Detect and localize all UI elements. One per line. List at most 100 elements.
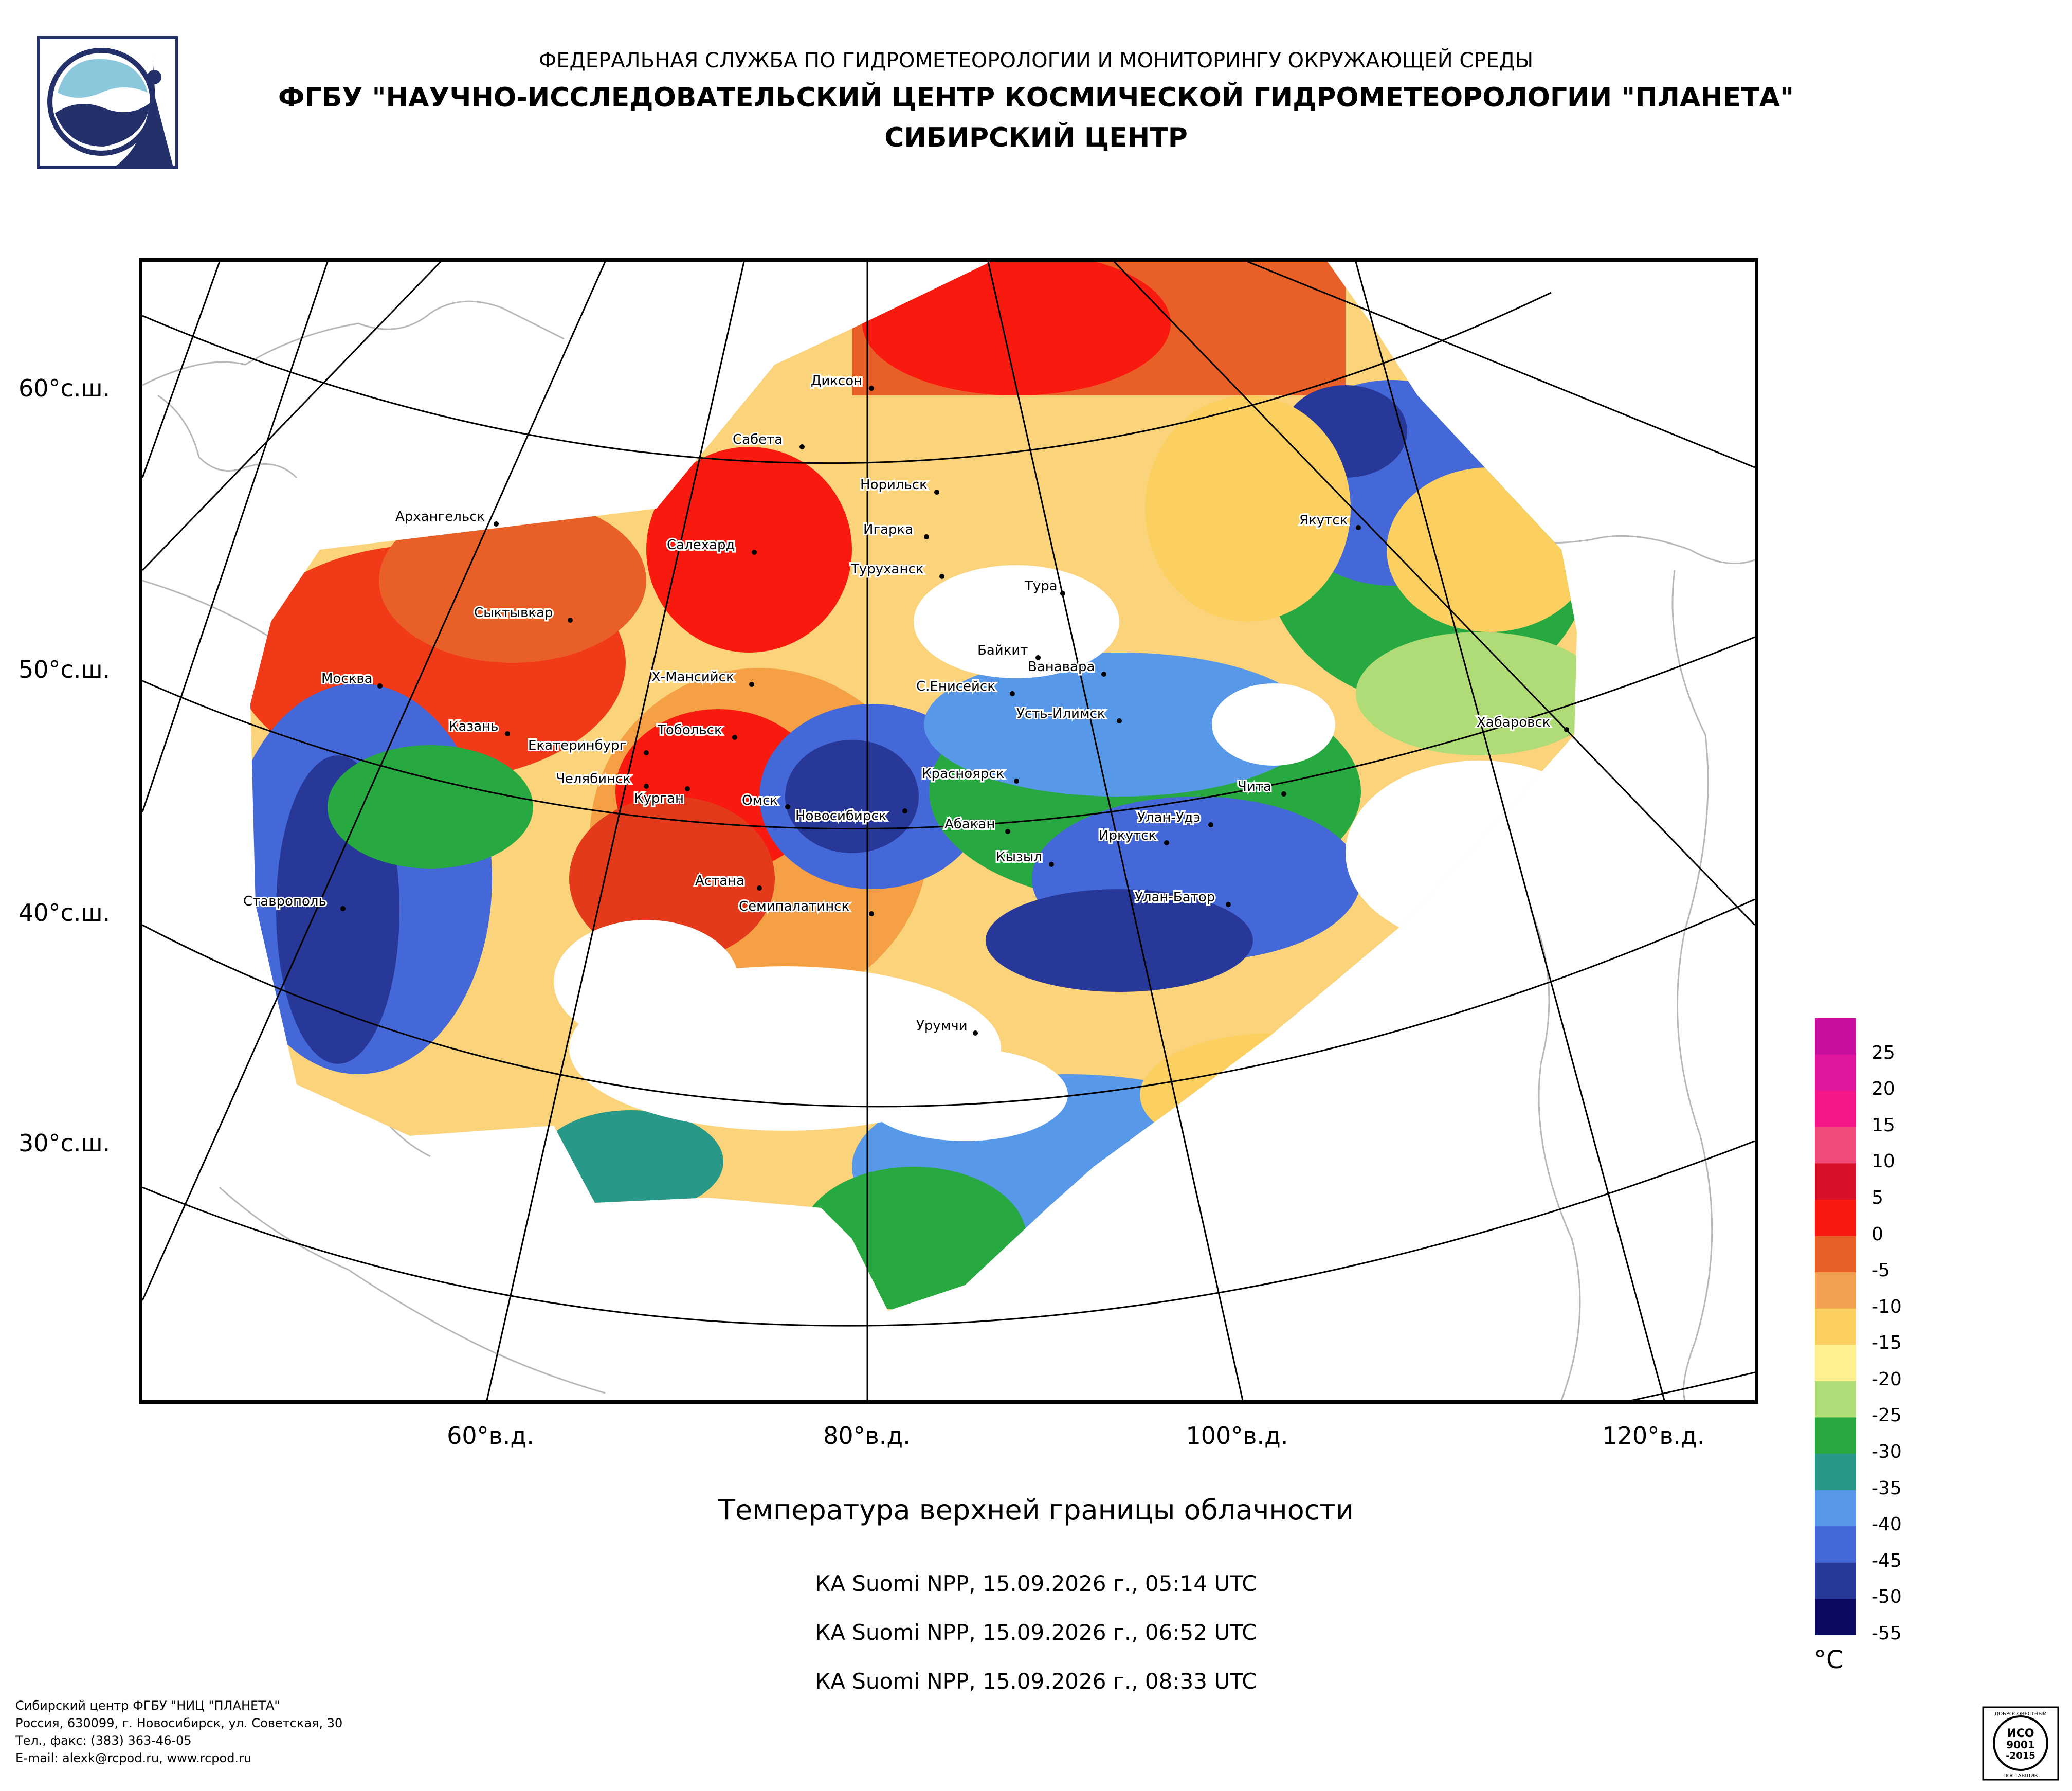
city-norilsk: Норильск (859, 476, 939, 495)
city-labels: Диксон Сабета Норильск Игарка Архангельс… (242, 372, 1569, 1036)
legend-label: -10 (1871, 1296, 1902, 1317)
temperature-legend-bar (1815, 1018, 1856, 1635)
city-turukhansk: Туруханск (849, 560, 944, 579)
svg-text:Сыктывкар: Сыктывкар (474, 605, 553, 621)
legend-label: -25 (1871, 1405, 1902, 1426)
legend-label: -30 (1871, 1441, 1902, 1463)
svg-text:Диксон: Диксон (811, 373, 862, 389)
footer-contacts: Сибирский центр ФГБУ "НИЦ "ПЛАНЕТА" Росс… (15, 1697, 342, 1767)
svg-text:Игарка: Игарка (863, 522, 913, 537)
legend-label: -35 (1871, 1477, 1902, 1499)
svg-text:Кызыл: Кызыл (996, 849, 1042, 865)
legend-swatch (1815, 1199, 1856, 1237)
city-ulan-ude: Улан-Удэ (1136, 808, 1213, 827)
city-khabarovsk: Хабаровск (1475, 713, 1569, 732)
svg-text:С.Енисейск: С.Енисейск (916, 679, 995, 694)
legend-label: 5 (1871, 1187, 1883, 1208)
legend-swatch (1815, 1562, 1856, 1599)
map-title: Температура верхней границы облачности (718, 1494, 1354, 1526)
city-ekaterinburg: Екатеринбург (526, 736, 649, 755)
city-astana: Астана (694, 872, 762, 891)
city-chelyabinsk: Челябинск (554, 770, 649, 789)
lon-label-100: 100°в.д. (1186, 1422, 1288, 1450)
city-igarka: Игарка (862, 520, 929, 539)
legend-swatch (1815, 1381, 1856, 1418)
legend-swatch (1815, 1417, 1856, 1454)
lon-label-80: 80°в.д. (823, 1422, 911, 1450)
footer-phone: Тел., факс: (383) 363-46-05 (15, 1733, 192, 1748)
svg-text:Абакан: Абакан (944, 817, 995, 832)
city-abakan: Абакан (943, 815, 1010, 834)
city-dikson: Диксон (809, 372, 874, 391)
svg-text:Байкит: Байкит (977, 643, 1028, 658)
lat-label-60: 60°с.ш. (19, 374, 111, 402)
legend-label: -5 (1871, 1260, 1890, 1281)
city-salekhard: Салехард (665, 536, 757, 555)
svg-text:Х-Мансийск: Х-Мансийск (651, 670, 734, 685)
city-tobolsk: Тобольск (656, 721, 737, 740)
svg-text:Улан-Батор: Улан-Батор (1135, 890, 1215, 905)
city-khanty-mansiysk: Х-Мансийск (650, 668, 754, 687)
city-krasnoyarsk: Красноярск (920, 765, 1019, 784)
map-canvas: Диксон Сабета Норильск Игарка Архангельс… (141, 261, 1756, 1496)
lon-label-60: 60°в.д. (447, 1422, 534, 1450)
footer-address: Россия, 630099, г. Новосибирск, ул. Сове… (15, 1716, 343, 1730)
svg-text:Тобольск: Тобольск (657, 722, 722, 738)
footer-email: E-mail: alexk@rcpod.ru, www.rcpod.ru (15, 1751, 252, 1765)
legend-swatch (1815, 1599, 1856, 1635)
legend-swatch (1815, 1345, 1856, 1382)
city-baykit: Байкит (976, 641, 1041, 660)
city-ulan-bator: Улан-Батор (1133, 888, 1231, 907)
svg-text:Чита: Чита (1238, 779, 1271, 794)
legend-swatch (1815, 1018, 1856, 1055)
svg-text:9001: 9001 (2006, 1739, 2035, 1751)
legend-swatch (1815, 1308, 1856, 1345)
city-syktyvkar: Сыктывкар (472, 604, 573, 623)
svg-text:ИСО: ИСО (2007, 1727, 2034, 1740)
pass-1: КА Suomi NPP, 15.09.2026 г., 05:14 UTC (815, 1571, 1257, 1596)
svg-text:Семипалатинск: Семипалатинск (739, 899, 849, 914)
svg-text:ПОСТАВЩИК: ПОСТАВЩИК (2003, 1773, 2038, 1779)
city-s-eniseysk: С.Енисейск (915, 677, 1015, 696)
legend-label: 15 (1871, 1114, 1895, 1136)
branch-title: СИБИРСКИЙ ЦЕНТР (884, 122, 1188, 153)
legend-label: 20 (1871, 1078, 1895, 1100)
city-tura: Тура (1023, 577, 1065, 596)
city-semipalatinsk: Семипалатинск (737, 897, 874, 916)
svg-text:Красноярск: Красноярск (922, 766, 1004, 782)
legend-label: -55 (1871, 1623, 1902, 1644)
svg-text:-2015: -2015 (2006, 1750, 2035, 1761)
legend-swatch (1815, 1127, 1856, 1164)
lat-label-40: 40°с.ш. (19, 899, 111, 927)
svg-text:Туруханск: Туруханск (850, 562, 923, 577)
svg-text:Норильск: Норильск (860, 477, 928, 493)
svg-text:Челябинск: Челябинск (556, 771, 631, 787)
center-title: ФГБУ "НАУЧНО-ИССЛЕДОВАТЕЛЬСКИЙ ЦЕНТР КОС… (278, 82, 1794, 113)
svg-text:Казань: Казань (449, 719, 498, 734)
city-vanavara: Ванавара (1026, 658, 1106, 677)
legend-label: 0 (1871, 1223, 1883, 1245)
planeta-logo (37, 36, 178, 169)
city-irkutsk: Иркутск (1097, 826, 1169, 845)
svg-text:Улан-Удэ: Улан-Удэ (1137, 810, 1201, 825)
svg-text:Москва: Москва (321, 671, 373, 686)
svg-text:Екатеринбург: Екатеринбург (528, 738, 626, 753)
legend-label: -50 (1871, 1586, 1902, 1608)
footer-org: Сибирский центр ФГБУ "НИЦ "ПЛАНЕТА" (15, 1698, 280, 1713)
svg-text:Иркутск: Иркутск (1099, 828, 1156, 843)
legend-label: -20 (1871, 1368, 1902, 1390)
svg-text:Новосибирск: Новосибирск (795, 808, 886, 824)
svg-text:Курган: Курган (634, 791, 684, 806)
iso-9001-badge: ДОБРОСОВЕСТНЫЙ ИСО 9001 -2015 ПОСТАВЩИК (1982, 1706, 2059, 1781)
svg-text:Усть-Илимск: Усть-Илимск (1016, 706, 1105, 721)
lat-label-50: 50°с.ш. (19, 656, 111, 683)
agency-title: ФЕДЕРАЛЬНАЯ СЛУЖБА ПО ГИДРОМЕТЕОРОЛОГИИ … (538, 49, 1534, 73)
svg-text:Архангельск: Архангельск (395, 509, 485, 524)
legend-label: 10 (1871, 1151, 1895, 1172)
svg-text:Салехард: Салехард (667, 537, 735, 553)
city-stavropol: Ставрополь (242, 892, 346, 911)
city-kazan: Казань (447, 717, 510, 736)
city-kyzyl: Кызыл (994, 848, 1054, 867)
city-ust-ilimsk: Усть-Илимск (1015, 704, 1122, 723)
svg-text:Ванавара: Ванавара (1028, 659, 1095, 675)
